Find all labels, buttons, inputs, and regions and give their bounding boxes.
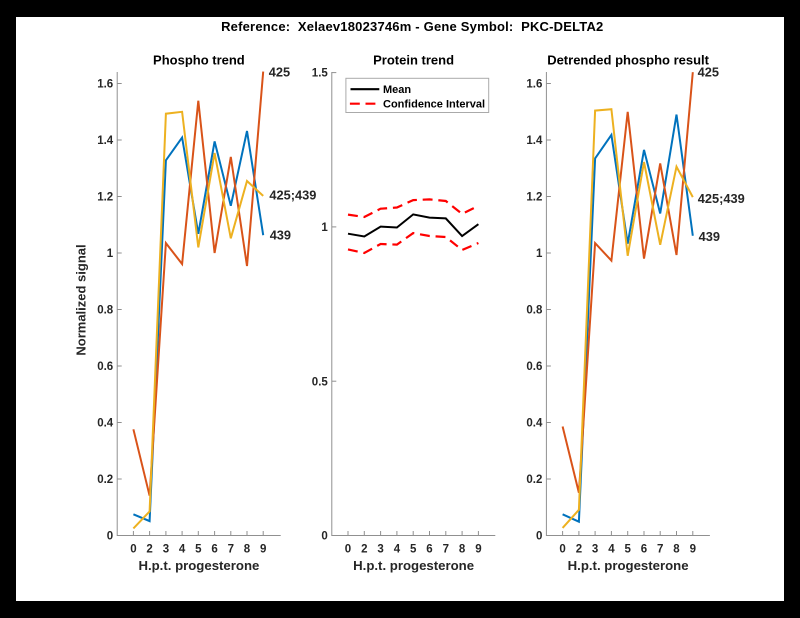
svg-text:9: 9	[260, 544, 266, 556]
svg-text:0.6: 0.6	[97, 361, 113, 373]
svg-text:2: 2	[576, 544, 582, 556]
svg-text:0.4: 0.4	[97, 418, 114, 430]
svg-text:H.p.t. progesterone: H.p.t. progesterone	[568, 558, 689, 573]
svg-text:425: 425	[698, 65, 719, 80]
svg-text:0: 0	[559, 544, 565, 556]
svg-text:3: 3	[592, 544, 598, 556]
svg-text:0.6: 0.6	[526, 361, 542, 373]
svg-text:4: 4	[608, 544, 615, 556]
svg-text:H.p.t. progesterone: H.p.t. progesterone	[138, 558, 259, 573]
svg-text:1.5: 1.5	[312, 68, 329, 80]
svg-text:4: 4	[179, 544, 186, 556]
svg-text:1.2: 1.2	[526, 192, 542, 204]
svg-text:0: 0	[130, 544, 136, 556]
svg-text:Phospho trend: Phospho trend	[153, 53, 245, 68]
svg-text:3: 3	[163, 544, 169, 556]
svg-text:1: 1	[536, 248, 543, 260]
svg-text:Detrended phospho result: Detrended phospho result	[547, 53, 709, 68]
svg-text:4: 4	[394, 544, 401, 556]
svg-text:439: 439	[699, 229, 720, 244]
svg-text:5: 5	[624, 544, 631, 556]
svg-text:425;439: 425;439	[698, 191, 745, 206]
svg-text:6: 6	[426, 544, 432, 556]
svg-text:1.4: 1.4	[526, 135, 543, 147]
svg-text:0: 0	[321, 531, 327, 543]
svg-text:7: 7	[443, 544, 449, 556]
svg-text:1: 1	[321, 222, 328, 234]
svg-text:2: 2	[361, 544, 367, 556]
svg-text:5: 5	[195, 544, 202, 556]
svg-text:Protein trend: Protein trend	[373, 53, 454, 68]
svg-text:425: 425	[269, 65, 290, 80]
svg-text:1.6: 1.6	[526, 79, 542, 91]
svg-text:H.p.t. progesterone: H.p.t. progesterone	[353, 558, 474, 573]
svg-text:5: 5	[410, 544, 417, 556]
svg-text:1.6: 1.6	[97, 79, 113, 91]
svg-text:7: 7	[228, 544, 234, 556]
svg-text:6: 6	[641, 544, 647, 556]
svg-text:Confidence Interval: Confidence Interval	[383, 99, 485, 111]
svg-text:0: 0	[107, 531, 113, 543]
svg-text:8: 8	[244, 544, 251, 556]
svg-text:1.2: 1.2	[97, 192, 113, 204]
svg-text:9: 9	[690, 544, 696, 556]
svg-text:439: 439	[270, 228, 291, 243]
svg-text:6: 6	[211, 544, 217, 556]
svg-text:1.4: 1.4	[97, 135, 114, 147]
svg-text:Normalized signal: Normalized signal	[74, 244, 89, 355]
svg-text:0: 0	[345, 544, 351, 556]
svg-text:9: 9	[475, 544, 481, 556]
svg-text:0.8: 0.8	[97, 305, 114, 317]
svg-text:0.2: 0.2	[526, 474, 542, 486]
svg-text:0.5: 0.5	[312, 376, 329, 388]
svg-text:Mean: Mean	[383, 84, 411, 96]
svg-text:7: 7	[657, 544, 663, 556]
svg-text:425;439: 425;439	[269, 188, 316, 203]
svg-text:0.4: 0.4	[526, 418, 543, 430]
svg-text:Reference: Xelaev18023746m -: Reference: Xelaev18023746m - Gene Symbol…	[221, 19, 603, 34]
svg-text:2: 2	[146, 544, 152, 556]
svg-text:0: 0	[536, 531, 542, 543]
svg-text:3: 3	[377, 544, 383, 556]
svg-text:0.2: 0.2	[97, 474, 113, 486]
svg-text:8: 8	[459, 544, 466, 556]
svg-text:1: 1	[107, 248, 114, 260]
svg-text:8: 8	[673, 544, 680, 556]
svg-text:0.8: 0.8	[526, 305, 543, 317]
